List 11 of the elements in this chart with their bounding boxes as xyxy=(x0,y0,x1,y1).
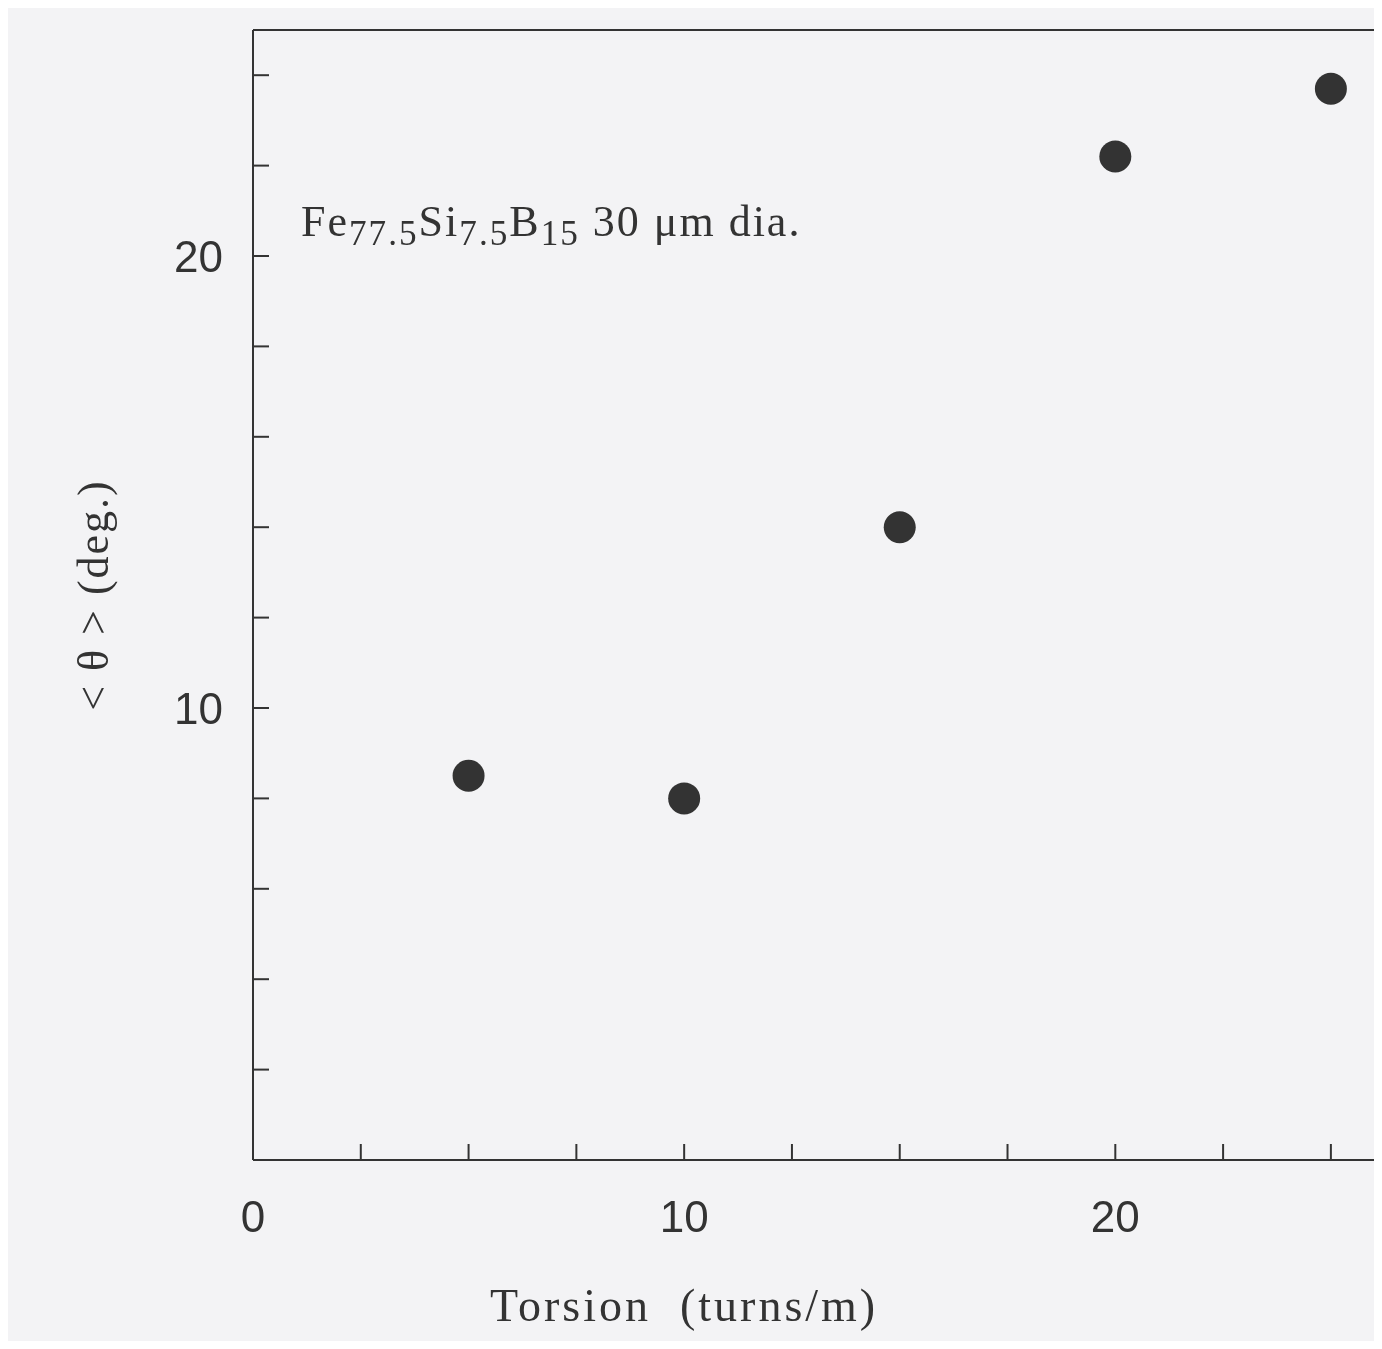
point xyxy=(1099,140,1132,173)
point xyxy=(452,759,485,792)
point xyxy=(1314,72,1347,105)
point xyxy=(883,511,916,544)
x-axis-title: Torsion (turns/m) xyxy=(490,1280,879,1331)
x-tick-label: 0 xyxy=(240,1192,266,1241)
x-tick-label: 10 xyxy=(659,1192,709,1241)
point xyxy=(668,782,701,815)
x-tick-label: 20 xyxy=(1090,1192,1140,1241)
annotation: Fe$_{77.5}$Si$_{7.5}$B$_{15}$ 30 μm dia. xyxy=(301,197,802,253)
y-axis-title: < θ > (deg.) xyxy=(69,479,118,711)
